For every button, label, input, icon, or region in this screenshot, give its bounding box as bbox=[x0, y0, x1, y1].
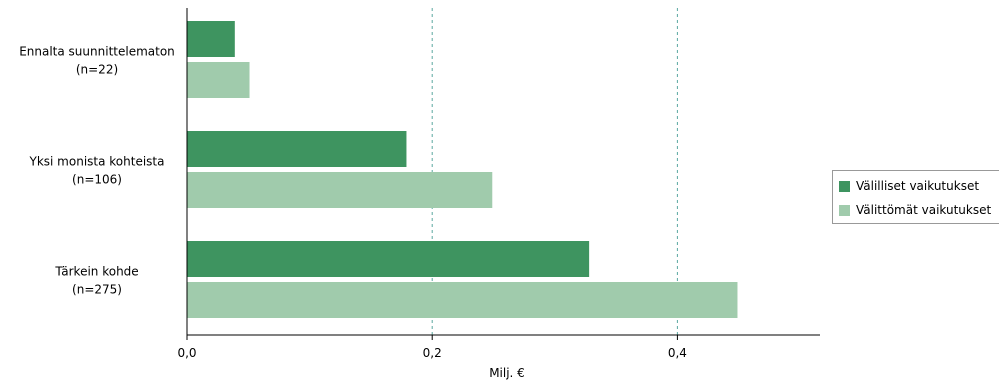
bar-valilliset-2 bbox=[187, 241, 590, 277]
bar-valilliset-1 bbox=[187, 131, 407, 167]
legend-label-valittomat: Välittömät vaikutukset bbox=[856, 203, 992, 217]
x-tick-label-0: 0,0 bbox=[177, 346, 196, 360]
axes bbox=[186, 8, 820, 336]
category-count-1: (n=106) bbox=[72, 173, 122, 187]
category-labels: Ennalta suunnittelematon (n=22) Yksi monis… bbox=[19, 45, 175, 297]
bars bbox=[187, 21, 738, 318]
legend: Välilliset vaikutukset Välittömät vaikut… bbox=[832, 170, 999, 224]
bar-valilliset-0 bbox=[187, 21, 235, 57]
x-axis-title: Milj. € bbox=[489, 366, 525, 380]
x-tick-label-1: 0,2 bbox=[423, 346, 442, 360]
category-label-0: Ennalta suunnittelematon bbox=[19, 45, 175, 59]
category-count-2: (n=275) bbox=[72, 283, 122, 297]
category-label-2: Tärkein kohde bbox=[54, 265, 138, 279]
gridlines bbox=[431, 8, 678, 335]
legend-item-valittomat: Välittömät vaikutukset bbox=[839, 202, 991, 218]
legend-label-valilliset: Välilliset vaikutukset bbox=[856, 179, 980, 193]
legend-item-valilliset: Välilliset vaikutukset bbox=[839, 178, 979, 194]
bar-valittomat-0 bbox=[187, 62, 250, 98]
bar-valittomat-1 bbox=[187, 172, 493, 208]
legend-swatch-valilliset bbox=[839, 180, 850, 192]
legend-swatch-valittomat bbox=[839, 204, 850, 216]
category-label-1: Yksi monista kohteista bbox=[29, 155, 165, 169]
x-tick-label-2: 0,4 bbox=[668, 346, 687, 360]
bar-valittomat-2 bbox=[187, 282, 738, 318]
x-ticks: 0,0 0,2 0,4 bbox=[177, 335, 687, 360]
category-count-0: (n=22) bbox=[76, 63, 118, 77]
